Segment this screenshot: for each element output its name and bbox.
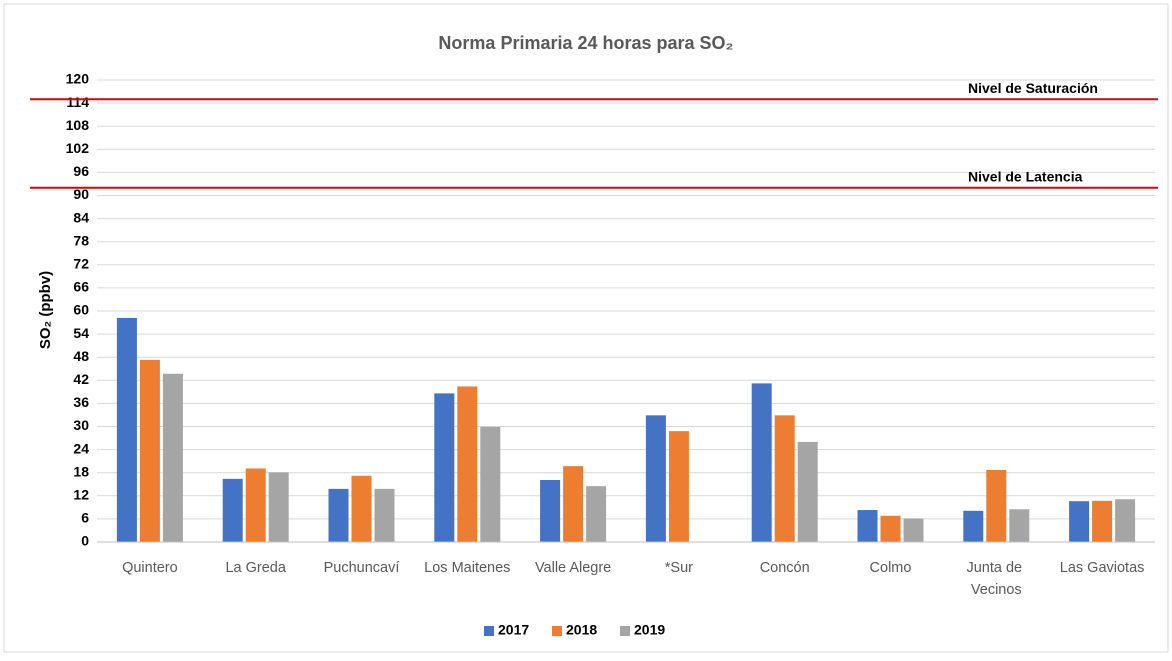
y-tick-label: 108 [66,117,90,133]
chart-title: Norma Primaria 24 horas para SO₂ [438,33,733,53]
bar [480,426,501,542]
bar [586,486,607,542]
reference-label: Nivel de Saturación [968,80,1098,96]
y-tick-label: 12 [73,487,89,503]
bar [351,475,372,542]
bar [328,488,349,542]
y-tick-label: 96 [73,163,89,179]
y-tick-label: 6 [81,510,89,526]
bar [645,415,666,542]
y-tick-label: 90 [73,186,89,202]
x-tick-label: Los Maitenes [424,560,510,576]
bar [374,488,395,542]
bar [222,478,243,542]
y-tick-label: 24 [73,440,89,456]
chart-border [3,3,1169,653]
bar [434,393,455,542]
y-tick-label: 48 [73,348,89,364]
y-tick-label: 72 [73,256,89,272]
y-tick-label: 54 [73,325,89,341]
legend-swatch [552,626,562,636]
x-tick-label: Junta de Vecinos [966,560,1026,598]
bar [162,373,183,542]
bar [1069,501,1090,542]
bar [903,518,924,542]
y-tick-label: 102 [66,140,90,156]
bar [1009,509,1030,542]
bar [268,472,289,542]
y-tick-label: 30 [73,417,89,433]
legend-label: 2018 [566,622,597,638]
bar [963,510,984,542]
x-tick-label: Concón [760,560,810,576]
x-tick-label: Las Gaviotas [1060,560,1145,576]
legend-swatch [484,626,494,636]
x-tick-label: Quintero [122,560,178,576]
y-tick-label: 84 [73,209,89,225]
x-tick-label: Colmo [870,560,912,576]
bar [797,441,818,542]
y-tick-label: 0 [81,533,89,549]
x-tick-label: La Greda [225,560,286,576]
bar [668,431,689,542]
bar [139,359,160,542]
legend-swatch [620,626,630,636]
y-tick-label: 114 [66,94,89,110]
bar [986,470,1007,542]
bar [857,510,878,542]
bar [1115,499,1136,542]
bar [1092,500,1113,542]
bar [116,317,137,542]
bar [540,480,561,542]
bar [457,386,478,542]
y-tick-label: 42 [73,371,89,387]
reference-label: Nivel de Latencia [968,169,1083,185]
y-tick-label: 120 [66,71,90,87]
bar [563,466,584,542]
bar [751,383,772,542]
y-tick-label: 60 [73,302,89,318]
y-tick-label: 66 [73,279,89,295]
legend-label: 2017 [498,622,529,638]
y-axis-label: SO₂ (ppbv) [37,271,54,349]
y-tick-label: 78 [73,232,89,248]
y-tick-label: 18 [73,463,89,479]
y-tick-label: 36 [73,394,89,410]
bar [774,415,795,542]
x-tick-label: *Sur [665,560,693,576]
x-tick-label: Puchuncaví [324,560,400,576]
bar [880,515,901,542]
x-tick-label: Valle Alegre [535,560,611,576]
bar [245,468,266,542]
legend-label: 2019 [634,622,665,638]
